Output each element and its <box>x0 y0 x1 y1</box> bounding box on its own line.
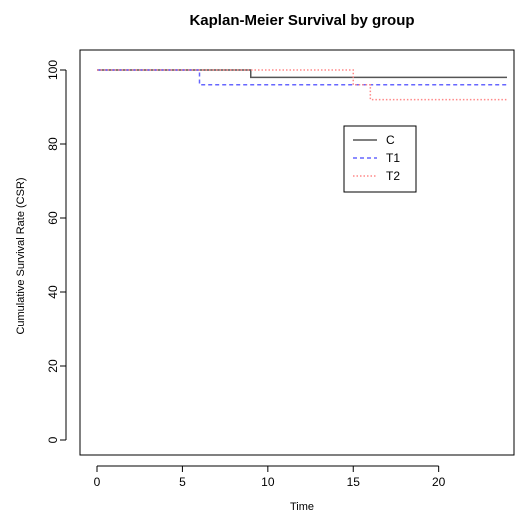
y-tick-label: 100 <box>46 60 60 80</box>
y-tick-label: 60 <box>46 211 60 225</box>
y-axis-label: Cumulative Survival Rate (CSR) <box>15 177 27 334</box>
plot-frame <box>79 49 515 456</box>
x-tick-label: 20 <box>432 475 446 489</box>
chart-title: Kaplan-Meier Survival by group <box>189 12 414 29</box>
y-tick-label: 0 <box>46 436 60 443</box>
x-axis-label: Time <box>290 501 314 513</box>
legend: C T1 T2 <box>343 125 417 193</box>
series-line-t2 <box>97 69 507 101</box>
legend-label-c: C <box>386 133 395 147</box>
x-tick-label: 0 <box>94 475 101 489</box>
series-line-c <box>97 69 507 79</box>
series-group <box>97 69 507 101</box>
y-tick-label: 40 <box>46 285 60 299</box>
legend-label-t1: T1 <box>386 151 400 165</box>
x-tick-label: 10 <box>261 475 275 489</box>
x-tick-label: 5 <box>179 475 186 489</box>
x-tick-label: 15 <box>347 475 361 489</box>
y-axis: 0 20 40 60 80 100 <box>46 60 67 443</box>
x-axis: 0 5 10 15 20 <box>94 465 446 489</box>
legend-label-t2: T2 <box>386 169 400 183</box>
series-line-t1 <box>97 69 507 86</box>
y-tick-label: 20 <box>46 359 60 373</box>
y-tick-label: 80 <box>46 137 60 151</box>
legend-box <box>343 125 417 193</box>
